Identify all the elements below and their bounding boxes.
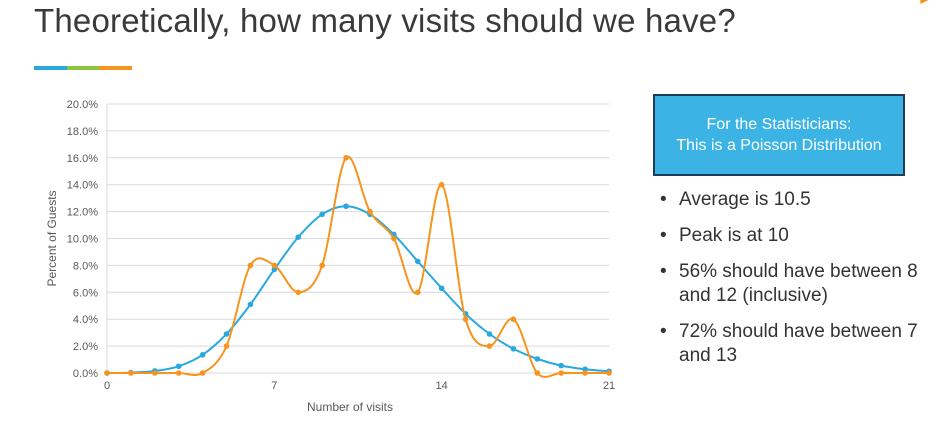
series-0-point [343, 203, 349, 210]
y-tick-label: 12.0% [67, 207, 98, 219]
series-0-point [175, 363, 182, 370]
corner-decoration [918, 0, 936, 4]
series-1-point [414, 289, 421, 296]
bullet-peak: Peak is at 10 [656, 224, 932, 248]
series-0-line [106, 205, 610, 374]
series-0-point [558, 362, 564, 369]
series-1-point [510, 316, 517, 322]
callout-line-2: This is a Poisson Distribution [676, 137, 882, 154]
y-tick-label: 8.0% [73, 260, 98, 272]
series-1-point [223, 343, 230, 349]
x-tick-label: 14 [436, 380, 448, 392]
series-0-point [534, 356, 541, 362]
series-1-point [104, 370, 110, 376]
series-1-line [106, 155, 609, 378]
y-axis-title: Percent of Guests [45, 190, 59, 286]
series-0-point [486, 331, 493, 337]
y-tick-label: 4.0% [73, 314, 98, 326]
slide-title: Theoretically, how many visits should we… [34, 2, 736, 39]
series-1-point [295, 289, 302, 296]
y-tick-label: 16.0% [67, 153, 98, 165]
stats-bullet-list: Average is 10.5 Peak is at 10 56% should… [656, 188, 932, 380]
y-tick-label: 14.0% [67, 180, 98, 192]
x-axis-title: Number of visits [307, 400, 393, 414]
statisticians-callout: For the Statisticians: This is a Poisson… [653, 94, 905, 176]
series-0-point [247, 301, 254, 308]
series-1-point [175, 370, 182, 376]
series-0-point [319, 211, 325, 218]
series-1-point [128, 370, 134, 376]
y-tick-label: 18.0% [67, 126, 98, 138]
series-1-point [438, 181, 445, 188]
series-1-point [534, 370, 541, 376]
accent-segment-green [66, 66, 100, 70]
bullet-7-to-13: 72% should have between 7 and 13 [656, 320, 932, 368]
series-1-point [391, 235, 397, 242]
x-tick-label: 21 [603, 380, 615, 392]
accent-segment-orange [99, 66, 133, 70]
y-tick-label: 20.0% [67, 99, 98, 111]
visits-distribution-chart: 0.0% 2.0% 4.0% 6.0% 8.0% 10.0% 12.0% 14.0% 16.0%… [45, 99, 615, 414]
x-tick-label: 7 [271, 380, 277, 392]
series-0-point [295, 234, 302, 240]
series-1-point [486, 343, 493, 349]
bullet-average: Average is 10.5 [656, 188, 932, 212]
y-tick-label: 10.0% [67, 234, 98, 246]
series-0-point [438, 285, 445, 292]
y-tick-label: 0.0% [73, 368, 98, 380]
accent-segment-blue [34, 66, 67, 70]
series-0-point [414, 258, 421, 265]
series-1-point [271, 262, 278, 269]
y-tick-label: 6.0% [73, 287, 98, 299]
title-accent-bar [34, 66, 133, 70]
series-1-point [367, 208, 373, 215]
y-tick-label: 2.0% [73, 341, 98, 353]
series-0-point [271, 266, 278, 273]
series-1-point [462, 316, 469, 322]
series-1-point [343, 155, 349, 161]
series-0-point [223, 331, 230, 337]
series-1-point [582, 370, 588, 376]
series-0-point [199, 352, 206, 358]
series-0-point [510, 345, 517, 352]
series-1-point [319, 262, 325, 269]
x-tick-label: 0 [104, 380, 110, 392]
series-1-point [606, 370, 612, 376]
series-1-point [152, 370, 158, 376]
series-1-point [558, 370, 564, 376]
series-1-point [247, 262, 254, 269]
callout-line-1: For the Statisticians: [706, 116, 852, 133]
series-1-point [199, 370, 206, 376]
bullet-8-to-12: 56% should have between 8 and 12 (inclus… [656, 260, 932, 308]
